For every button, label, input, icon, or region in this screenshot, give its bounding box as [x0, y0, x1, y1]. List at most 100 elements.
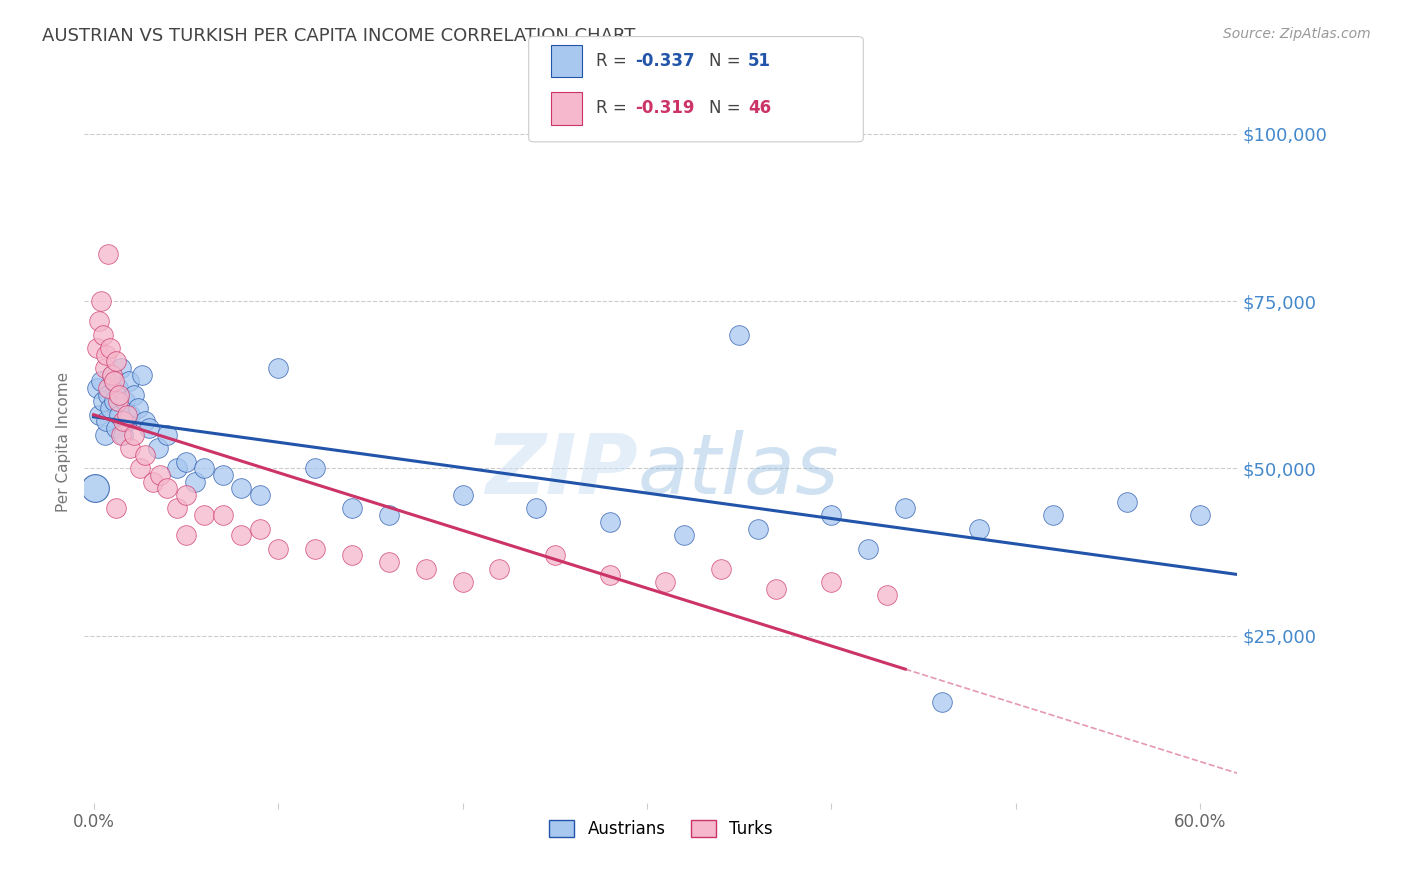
Point — [747, 521, 769, 535]
Point — [104, 421, 127, 435]
Point — [96, 414, 118, 428]
Text: R =: R = — [596, 100, 633, 118]
Point — [96, 348, 118, 362]
Point — [166, 461, 188, 475]
Point — [115, 414, 138, 428]
Point — [98, 341, 121, 355]
Point — [193, 461, 215, 475]
Point — [90, 293, 112, 308]
Point — [104, 354, 127, 368]
Point — [894, 501, 917, 516]
Text: 46: 46 — [748, 100, 770, 118]
Text: AUSTRIAN VS TURKISH PER CAPITA INCOME CORRELATION CHART: AUSTRIAN VS TURKISH PER CAPITA INCOME CO… — [42, 27, 636, 45]
Point — [231, 482, 253, 496]
Point — [128, 461, 150, 475]
Point — [820, 508, 842, 523]
Point — [122, 427, 145, 442]
Point — [967, 521, 990, 535]
Point — [340, 501, 363, 516]
Point — [820, 575, 842, 590]
Point — [134, 448, 156, 462]
Text: N =: N = — [709, 100, 745, 118]
Point — [174, 454, 197, 469]
Point — [931, 696, 953, 710]
Point — [107, 381, 129, 395]
Point — [599, 515, 621, 529]
Point — [91, 394, 114, 409]
Point — [101, 368, 124, 382]
Point — [377, 508, 399, 523]
Text: N =: N = — [709, 53, 745, 70]
Point — [654, 575, 676, 590]
Point — [86, 381, 108, 395]
Point — [98, 401, 121, 416]
Point — [166, 501, 188, 516]
Point — [101, 368, 124, 382]
Point — [1189, 508, 1212, 523]
Point — [211, 508, 233, 523]
Y-axis label: Per Capita Income: Per Capita Income — [56, 371, 72, 512]
Point — [193, 508, 215, 523]
Point — [146, 441, 169, 455]
Point — [340, 548, 363, 563]
Point — [765, 582, 787, 596]
Text: atlas: atlas — [638, 430, 839, 511]
Point — [127, 401, 149, 416]
Point — [90, 375, 112, 389]
Point — [304, 461, 326, 475]
Point — [488, 562, 510, 576]
Point — [728, 327, 751, 342]
Point — [211, 467, 233, 482]
Point — [672, 528, 695, 542]
Point — [93, 361, 115, 376]
Point — [84, 482, 107, 496]
Point — [112, 414, 135, 428]
Point — [97, 387, 120, 401]
Point — [86, 341, 108, 355]
Text: ZIP: ZIP — [485, 430, 638, 511]
Point — [415, 562, 437, 576]
Point — [149, 467, 172, 482]
Text: 51: 51 — [748, 53, 770, 70]
Point — [108, 408, 131, 422]
Text: R =: R = — [596, 53, 633, 70]
Point — [131, 368, 153, 382]
Point — [104, 501, 127, 516]
Point — [174, 528, 197, 542]
Point — [114, 394, 136, 409]
Point — [115, 408, 138, 422]
Point — [97, 381, 120, 395]
Point — [451, 575, 474, 590]
Point — [184, 475, 207, 489]
Point — [103, 394, 125, 409]
Point — [304, 541, 326, 556]
Point — [599, 568, 621, 582]
Point — [231, 528, 253, 542]
Point — [451, 488, 474, 502]
Point — [117, 375, 139, 389]
Point — [138, 421, 160, 435]
Point — [110, 427, 132, 442]
Point — [267, 361, 290, 376]
Point — [524, 501, 547, 516]
Point — [710, 562, 733, 576]
Point — [1115, 494, 1137, 508]
Point — [156, 427, 179, 442]
Point — [93, 427, 115, 442]
Point — [249, 488, 271, 502]
Point — [87, 314, 110, 328]
Point — [134, 414, 156, 428]
Text: Source: ZipAtlas.com: Source: ZipAtlas.com — [1223, 27, 1371, 41]
Point — [142, 475, 165, 489]
Point — [1042, 508, 1064, 523]
Point — [122, 387, 145, 401]
Point — [267, 541, 290, 556]
Point — [108, 387, 131, 401]
Point — [876, 589, 898, 603]
Point — [174, 488, 197, 502]
Text: -0.319: -0.319 — [636, 100, 695, 118]
Point — [107, 394, 129, 409]
Point — [112, 427, 135, 442]
Point — [87, 408, 110, 422]
Point — [858, 541, 880, 556]
